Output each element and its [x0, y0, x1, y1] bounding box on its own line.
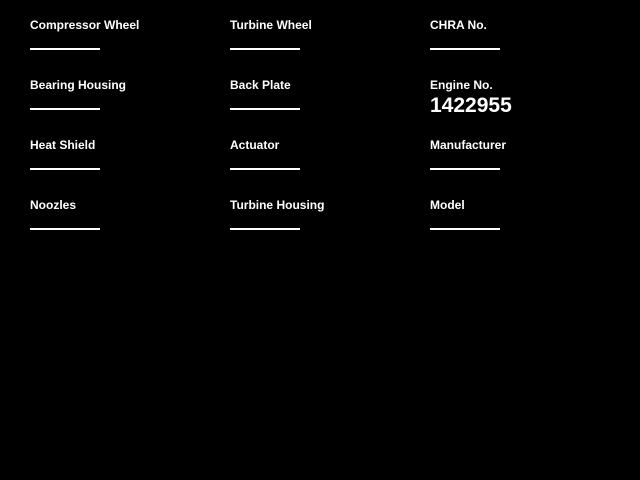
field-input-line[interactable]: [230, 48, 300, 50]
form-field-chra-no: CHRA No.: [430, 18, 610, 50]
form-field-turbine-wheel: Turbine Wheel: [230, 18, 410, 50]
form-field-compressor-wheel: Compressor Wheel: [30, 18, 210, 50]
field-input-line[interactable]: [230, 168, 300, 170]
form-field-actuator: Actuator: [230, 138, 410, 170]
field-input-line[interactable]: [430, 168, 500, 170]
form-field-model: Model: [430, 198, 610, 230]
field-label: Manufacturer: [430, 138, 507, 152]
field-label: Heat Shield: [30, 138, 96, 152]
field-value[interactable]: 1422955: [430, 94, 512, 117]
form-field-back-plate: Back Plate: [230, 78, 410, 110]
field-label: Compressor Wheel: [30, 18, 140, 32]
field-input-line[interactable]: [30, 48, 100, 50]
form-field-bearing-housing: Bearing Housing: [30, 78, 210, 110]
field-input-line[interactable]: [430, 228, 500, 230]
form-field-heat-shield: Heat Shield: [30, 138, 210, 170]
form-field-noozles: Noozles: [30, 198, 210, 230]
field-label: CHRA No.: [430, 18, 487, 32]
field-input-line[interactable]: [230, 108, 300, 110]
field-input-line[interactable]: [30, 168, 100, 170]
form-field-manufacturer: Manufacturer: [430, 138, 610, 170]
field-label: Bearing Housing: [30, 78, 127, 92]
field-input-line[interactable]: [430, 48, 500, 50]
field-label: Turbine Wheel: [230, 18, 312, 32]
field-label: Model: [430, 198, 465, 212]
field-label: Back Plate: [230, 78, 291, 92]
form-field-turbine-housing: Turbine Housing: [230, 198, 410, 230]
field-input-line[interactable]: [230, 228, 300, 230]
field-label: Engine No.: [430, 78, 493, 92]
field-label: Actuator: [230, 138, 280, 152]
field-label: Noozles: [30, 198, 77, 212]
field-input-line[interactable]: [30, 108, 100, 110]
form-field-engine-no: Engine No. 1422955: [430, 78, 610, 117]
field-input-line[interactable]: [30, 228, 100, 230]
field-label: Turbine Housing: [230, 198, 325, 212]
